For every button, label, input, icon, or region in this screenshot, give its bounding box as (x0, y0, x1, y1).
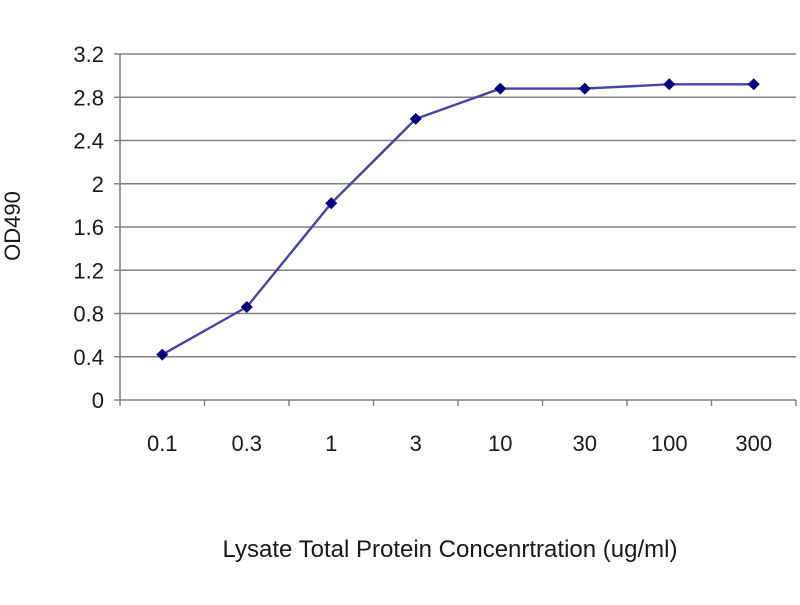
data-point (325, 197, 338, 210)
data-point (494, 82, 507, 95)
axes (114, 53, 797, 406)
y-tick-label: 2.4 (73, 129, 104, 154)
x-tick-labels: 0.1 0.3 1 3 10 30 100 300 (147, 431, 772, 456)
data-point (156, 348, 169, 361)
data-point (240, 301, 253, 314)
series-line (161, 83, 754, 356)
data-point (663, 78, 676, 91)
data-point (578, 82, 591, 95)
x-tick-label: 300 (735, 431, 772, 456)
x-axis-title: Lysate Total Protein Concenrtration (ug/… (223, 536, 678, 563)
data-point (747, 78, 760, 91)
y-tick-label: 1.6 (73, 215, 104, 240)
y-tick-labels: 0 0.4 0.8 1.2 1.6 2 2.4 2.8 3.2 (73, 42, 104, 413)
y-tick-label: 2 (92, 172, 104, 197)
series (156, 78, 760, 361)
x-tick-label: 30 (573, 431, 597, 456)
x-tick-label: 10 (488, 431, 512, 456)
data-point (409, 112, 422, 125)
y-axis-title: OD490 (0, 191, 25, 261)
y-tick-label: 0 (92, 388, 104, 413)
x-tick-label: 0.3 (231, 431, 262, 456)
x-tick-label: 1 (325, 431, 337, 456)
x-tick-label: 0.1 (147, 431, 178, 456)
x-tick-label: 3 (410, 431, 422, 456)
y-tick-label: 0.8 (73, 302, 104, 327)
y-tick-label: 3.2 (73, 42, 104, 67)
y-tick-label: 2.8 (73, 85, 104, 110)
gridlines (120, 53, 796, 358)
x-tick-label: 100 (651, 431, 688, 456)
y-tick-label: 0.4 (73, 345, 104, 370)
y-tick-label: 1.2 (73, 258, 104, 283)
